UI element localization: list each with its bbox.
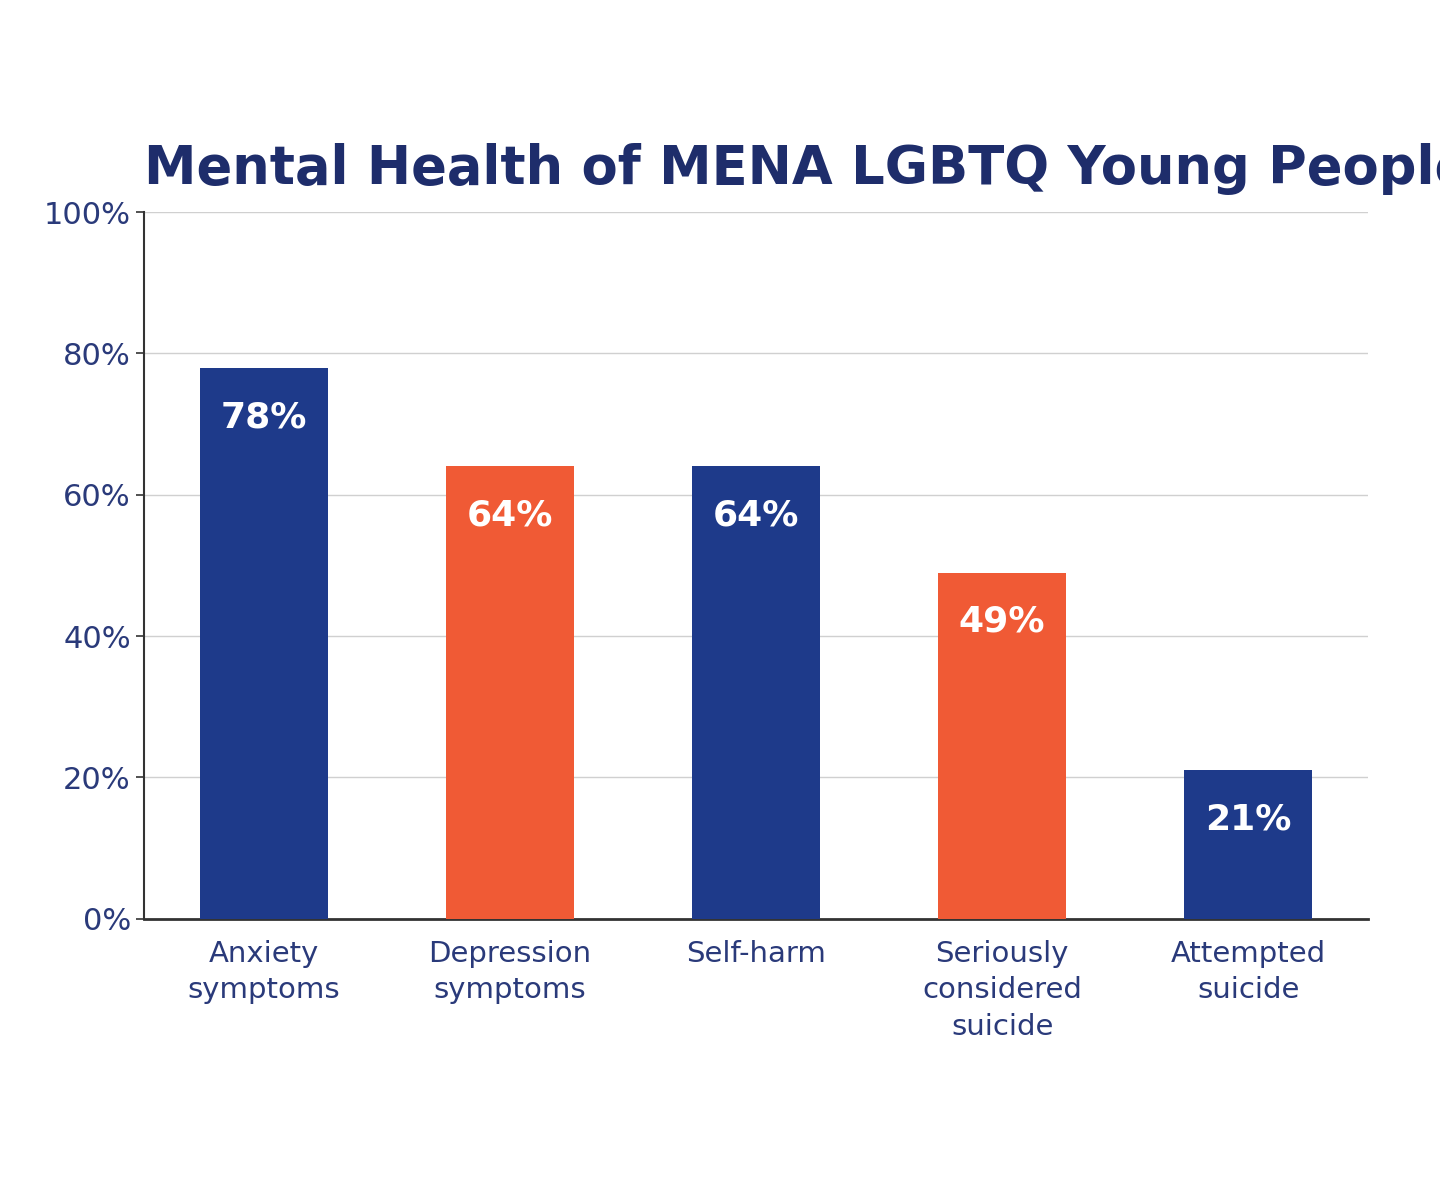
Bar [446,466,573,919]
Text: 49%: 49% [959,605,1045,638]
Bar [200,368,328,919]
Bar [693,466,819,919]
Text: 64%: 64% [713,499,799,532]
Text: 64%: 64% [467,499,553,532]
Bar [1184,770,1312,919]
Text: 78%: 78% [220,401,307,434]
Text: 21%: 21% [1205,803,1292,836]
Text: Mental Health of MENA LGBTQ Young People: Mental Health of MENA LGBTQ Young People [144,144,1440,196]
Bar [939,573,1066,919]
